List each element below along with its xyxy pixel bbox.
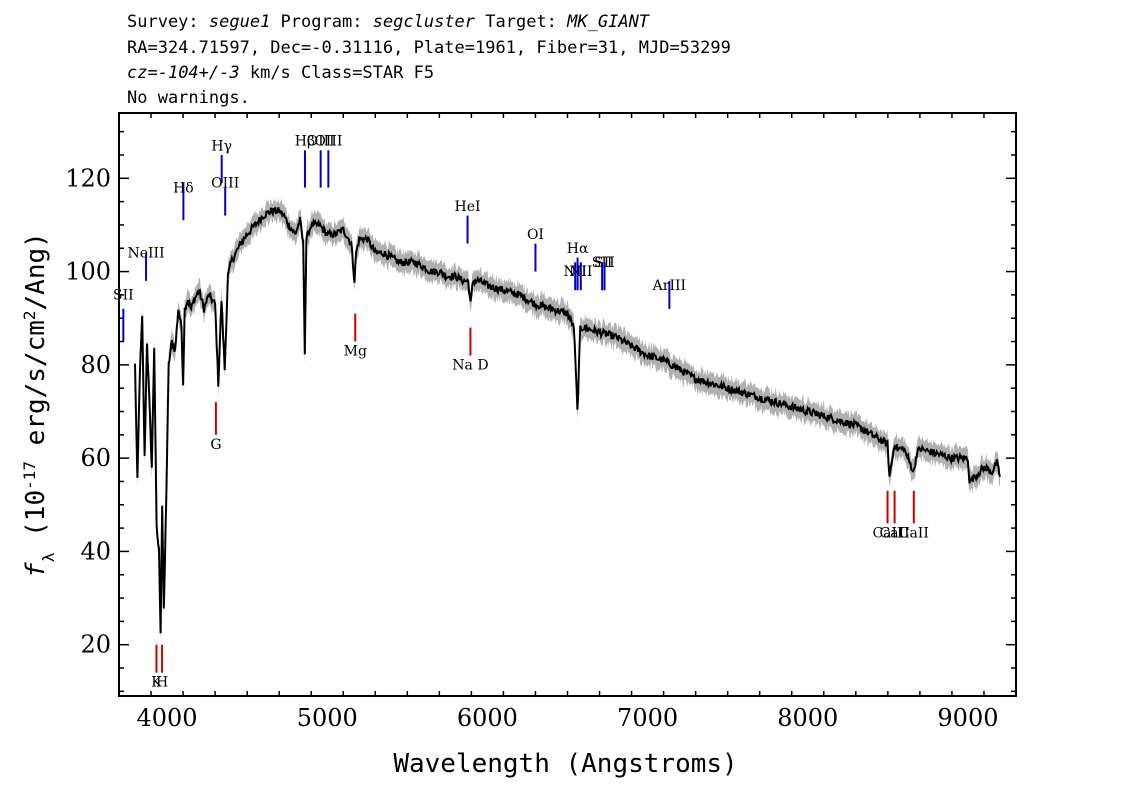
absorption-line-label: CaII: [880, 525, 910, 541]
emission-line-label: NII: [569, 264, 592, 280]
x-axis-label: Wavelength (Angstroms): [393, 749, 737, 779]
y-tick-label: 20: [80, 631, 111, 659]
header-line-1: Survey: segue1 Program: segcluster Targe…: [127, 12, 650, 32]
plot-frame: [118, 112, 1017, 697]
x-tick-label: 4000: [137, 704, 198, 732]
header-line-4: No warnings.: [127, 88, 250, 108]
x-tick-label: 9000: [937, 704, 998, 732]
emission-line-label: Hδ: [173, 180, 194, 196]
spectrum-line: [134, 207, 1001, 634]
y-axis-label: fλ (10-17 erg/s/cm2/Ang): [20, 232, 58, 578]
header-line-2: RA=324.71597, Dec=-0.31116, Plate=1961, …: [127, 38, 731, 58]
y-tick-label: 80: [80, 351, 111, 379]
absorption-line-label: Mg: [344, 344, 367, 360]
absorption-line-label: G: [210, 437, 221, 453]
y-tick-label: 100: [65, 258, 111, 286]
emission-line-label: ArIII: [652, 278, 686, 294]
emission-line-label: Hα: [567, 241, 589, 257]
emission-line-label: NeIII: [127, 246, 164, 262]
absorption-line-label: CaII: [872, 525, 902, 541]
x-tick-label: 7000: [617, 704, 678, 732]
x-tick-label: 6000: [457, 704, 518, 732]
absorption-line-label: Na D: [452, 358, 488, 374]
emission-line-label: Hβ: [295, 134, 315, 150]
emission-line-label: HeI: [455, 199, 481, 215]
emission-line-label: OIII: [211, 176, 239, 192]
absorption-line-label: K: [151, 675, 162, 691]
emission-line-label: OIII: [307, 134, 335, 150]
emission-line-label: OIII: [314, 134, 342, 150]
emission-line-label: SII: [594, 255, 615, 271]
absorption-line-label: H: [156, 675, 168, 691]
y-tick-label: 60: [80, 444, 111, 472]
header-line-3: cz=-104+/-3 km/s Class=STAR F5: [127, 63, 435, 83]
absorption-line-label: CaII: [899, 525, 929, 541]
y-tick-label: 40: [80, 537, 111, 565]
emission-line-label: OI: [527, 227, 544, 243]
emission-line-label: Hγ: [211, 138, 232, 154]
emission-line-label: SII: [592, 255, 613, 271]
emission-line-label: SII: [113, 288, 134, 304]
x-tick-label: 8000: [777, 704, 838, 732]
y-tick-label: 120: [65, 164, 111, 192]
x-tick-label: 5000: [297, 704, 358, 732]
